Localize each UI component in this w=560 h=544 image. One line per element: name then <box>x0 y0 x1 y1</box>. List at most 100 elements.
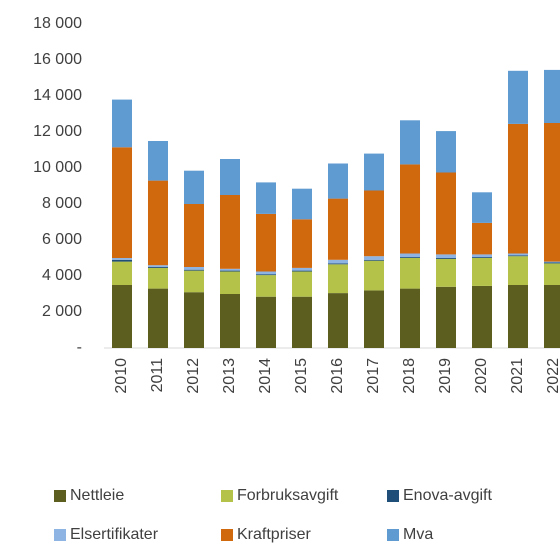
bar-segment <box>292 271 312 297</box>
bar-segment <box>400 164 420 254</box>
x-tick-label: 2012 <box>185 358 202 394</box>
bar-segment <box>544 263 560 285</box>
bar-segment <box>112 147 132 258</box>
x-tick-label: 2010 <box>113 358 130 394</box>
y-tick-label: 10 000 <box>33 159 82 176</box>
bar-segment <box>472 222 492 255</box>
bar-segment <box>508 253 528 256</box>
y-tick-label: 12 000 <box>33 123 82 140</box>
x-tick-label: 2015 <box>293 358 310 394</box>
legend-label: Mva <box>403 526 433 543</box>
legend-swatch <box>221 490 233 502</box>
bar-segment <box>292 219 312 268</box>
x-tick-label: 2016 <box>329 358 346 394</box>
bar-segment <box>544 69 560 123</box>
bar-segment <box>148 141 168 181</box>
x-tick-label: 2018 <box>401 358 418 394</box>
bar-segment <box>508 255 528 257</box>
bar-segment <box>544 261 560 263</box>
bar-segment <box>184 270 204 293</box>
bar-segment <box>328 263 348 265</box>
x-tick-label: 2011 <box>149 358 166 393</box>
legend-swatch <box>54 529 66 541</box>
bar-segment <box>472 258 492 286</box>
bar-segment <box>292 188 312 220</box>
bar-segment <box>256 182 276 214</box>
x-tick-label: 2020 <box>473 358 490 394</box>
bar-segment <box>292 296 312 348</box>
bar-segment <box>220 294 240 348</box>
bar-segment <box>256 275 276 297</box>
bar-segment <box>184 204 204 267</box>
x-tick-label: 2014 <box>257 358 274 394</box>
bar-segment <box>112 258 132 260</box>
bar-segment <box>436 258 456 259</box>
bar-segment <box>112 285 132 348</box>
bar-segment <box>148 267 168 289</box>
bar-segment <box>400 288 420 348</box>
bar-segment <box>292 270 312 272</box>
y-tick-label: 2 000 <box>42 303 82 320</box>
y-tick-label: 8 000 <box>42 195 82 212</box>
bar-segment <box>148 288 168 348</box>
x-tick-label: 2013 <box>221 358 238 394</box>
bar-segment <box>328 163 348 199</box>
bar-segment <box>544 285 560 348</box>
y-tick-label: - <box>77 339 82 356</box>
bar-segment <box>112 259 132 262</box>
bar-segment <box>184 170 204 204</box>
bar-segment <box>436 172 456 255</box>
y-tick-label: 18 000 <box>33 15 82 32</box>
bar-segment <box>220 271 240 294</box>
bar-segment <box>256 296 276 348</box>
bar-segment <box>472 254 492 258</box>
legend-label: Nettleie <box>70 487 124 504</box>
bar-segment <box>292 267 312 271</box>
bar-segment <box>184 267 204 270</box>
bar-segment <box>256 271 276 275</box>
legend-swatch <box>221 529 233 541</box>
bar-segment <box>220 268 240 271</box>
legend-label: Enova-avgift <box>403 487 492 504</box>
x-tick-label: 2022 <box>545 358 560 394</box>
bar-segment <box>148 180 168 266</box>
bar-segment <box>436 286 456 348</box>
bar-segment <box>364 153 384 191</box>
x-tick-label: 2021 <box>509 358 526 394</box>
bar-segment <box>220 270 240 272</box>
bar-segment <box>508 256 528 285</box>
y-tick-label: 4 000 <box>42 267 82 284</box>
legend-swatch <box>54 490 66 502</box>
bar-segment <box>112 99 132 148</box>
bar-segment <box>364 260 384 291</box>
bar-segment <box>472 192 492 223</box>
legend-swatch <box>387 529 399 541</box>
bar-segment <box>364 259 384 261</box>
bar-segment <box>400 253 420 258</box>
bar-segment <box>220 159 240 195</box>
bar-segment <box>544 123 560 262</box>
bar-segment <box>472 285 492 348</box>
bar-segment <box>544 262 560 264</box>
bar-segment <box>364 290 384 348</box>
bar-segment <box>328 264 348 294</box>
bar-segment <box>256 213 276 272</box>
bar-segment <box>472 257 492 258</box>
bar-segment <box>400 258 420 289</box>
bar-segment <box>436 254 456 258</box>
bar-segment <box>508 285 528 348</box>
bar-segment <box>436 131 456 173</box>
legend-label: Forbruksavgift <box>237 487 339 504</box>
bar-segment <box>184 292 204 348</box>
bar-segment <box>148 265 168 267</box>
bar-segment <box>508 123 528 254</box>
bar-segment <box>328 259 348 264</box>
bar-segment <box>400 257 420 258</box>
bar-segment <box>364 190 384 257</box>
bar-segment <box>400 120 420 165</box>
legend-label: Kraftpriser <box>237 526 311 543</box>
bar-segment <box>364 256 384 260</box>
y-tick-label: 14 000 <box>33 87 82 104</box>
bar-segment <box>112 261 132 285</box>
